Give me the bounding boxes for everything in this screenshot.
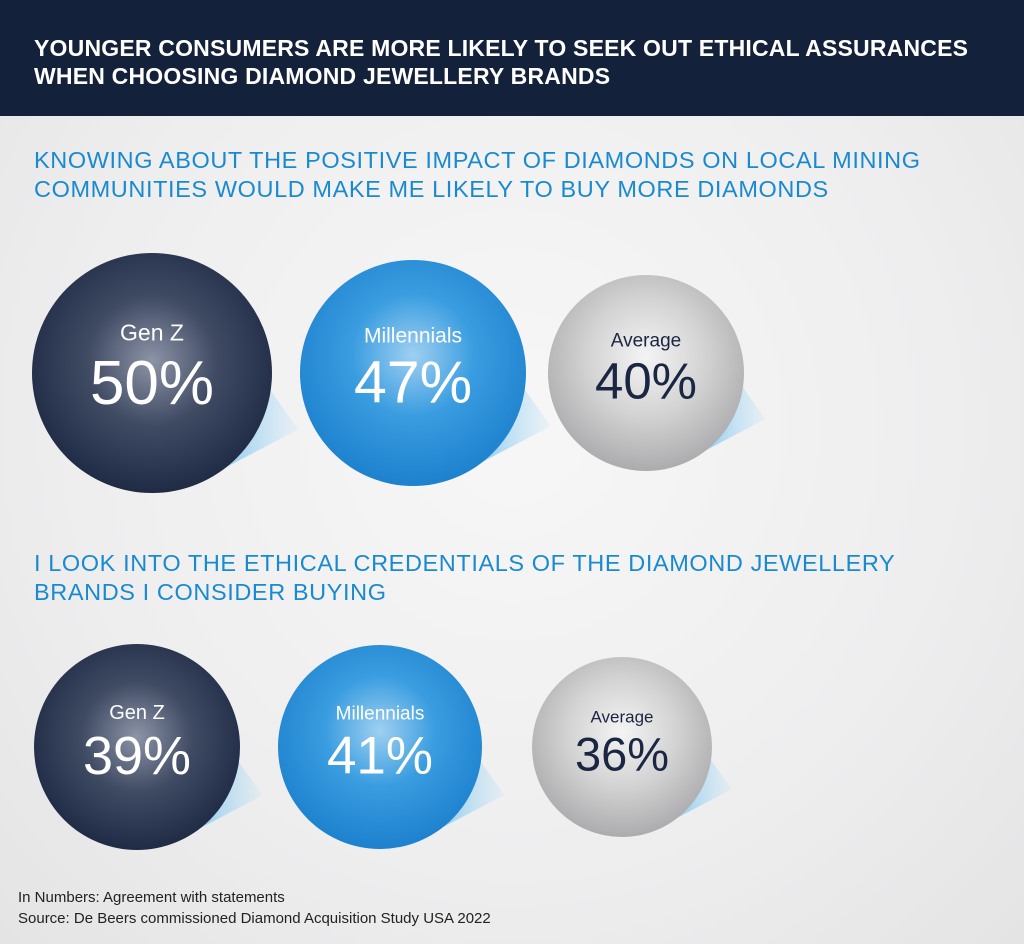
chart-1-gen-z-value-label: 50% <box>90 349 214 418</box>
chart-1-average-value-label: 40% <box>595 352 697 409</box>
chart-2-gen-z-bubble <box>34 644 240 850</box>
footer-notes: In Numbers: Agreement with statements So… <box>18 887 491 929</box>
chart-2-average-bubble <box>532 657 712 837</box>
chart-2-gen-z-category-label: Gen Z <box>109 702 165 724</box>
chart-2-average-value-label: 36% <box>575 727 669 780</box>
chart-1-average-category-label: Average <box>611 331 681 352</box>
chart-1-millennials-bubble <box>300 260 526 486</box>
chart-2-millennials-value-label: 41% <box>327 727 433 786</box>
chart-2-millennials-category-label: Millennials <box>336 703 425 724</box>
chart-1-millennials-value-label: 47% <box>354 349 472 415</box>
section-2-title: I LOOK INTO THE ETHICAL CREDENTIALS OF T… <box>34 550 895 605</box>
chart-1-millennials-category-label: Millennials <box>364 324 462 347</box>
chart-1-gen-z-bubble <box>32 253 272 493</box>
footer-source: Source: De Beers commissioned Diamond Ac… <box>18 910 491 927</box>
chart-1-gen-z-category-label: Gen Z <box>120 320 184 346</box>
section-1-title: KNOWING ABOUT THE POSITIVE IMPACT OF DIA… <box>34 147 921 202</box>
header-banner: YOUNGER CONSUMERS ARE MORE LIKELY TO SEE… <box>0 0 1024 116</box>
footer-note: In Numbers: Agreement with statements <box>18 889 285 906</box>
page-title: YOUNGER CONSUMERS ARE MORE LIKELY TO SEE… <box>34 35 969 89</box>
chart-2-gen-z-value-label: 39% <box>83 726 191 786</box>
chart-1-average-bubble <box>548 275 744 471</box>
chart-2-millennials-bubble <box>278 645 482 849</box>
chart-2-average-category-label: Average <box>590 708 653 727</box>
